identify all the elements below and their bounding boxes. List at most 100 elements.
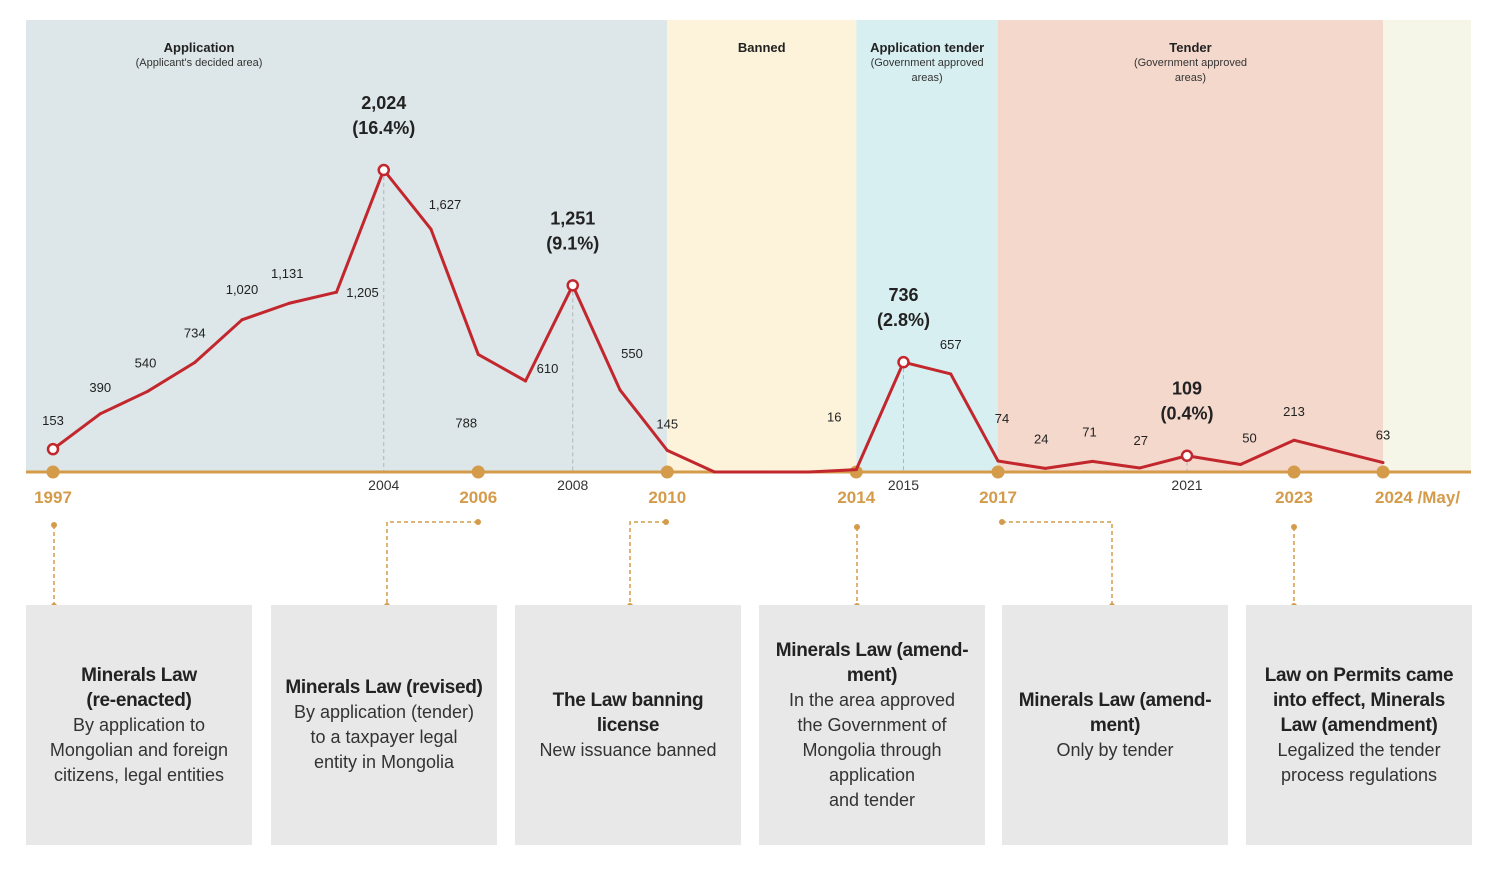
data-point — [1292, 438, 1296, 442]
law-event-description: process regulations — [1280, 764, 1438, 785]
event-connector-line — [629, 521, 666, 606]
axis-year-marker — [991, 465, 1005, 479]
data-point — [429, 227, 433, 231]
law-event-title: Law on Permits came — [1264, 664, 1454, 686]
connector-dot — [51, 522, 57, 528]
data-point-marker — [377, 163, 390, 177]
law-event-description: and tender — [828, 789, 916, 810]
band-current — [1383, 20, 1471, 472]
law-event-description: Only by tender — [1056, 739, 1174, 760]
data-point — [1091, 459, 1094, 463]
series-line-group — [46, 163, 1385, 474]
peak-value-label: 1,251 — [550, 208, 595, 228]
data-point-marker — [897, 355, 910, 369]
data-value-label: 1,627 — [429, 197, 462, 212]
peak-value-label: 736 — [888, 285, 918, 305]
data-value-label: 145 — [656, 416, 678, 431]
law-event-description: Mongolian and foreign — [49, 739, 229, 760]
data-point — [524, 379, 527, 383]
data-point — [146, 389, 149, 393]
band-application-tender — [856, 20, 998, 472]
band-application — [26, 20, 668, 472]
data-value-label: 16 — [827, 410, 841, 425]
law-event-description: citizens, legal entities — [53, 764, 225, 785]
data-value-label: 1,205 — [346, 285, 379, 300]
data-value-label: 657 — [940, 337, 962, 352]
law-event-description: By application (tender) — [293, 702, 475, 722]
data-point-marker — [566, 279, 579, 292]
data-point — [335, 290, 338, 294]
data-value-label: 540 — [135, 355, 157, 370]
tick-label-major: 2017 — [979, 488, 1017, 507]
tick-label-minor: 2015 — [888, 477, 919, 493]
data-point — [1381, 461, 1385, 465]
tick-label-major: 2010 — [648, 488, 686, 507]
law-event-title: license — [596, 714, 660, 736]
data-value-label: 153 — [42, 413, 64, 428]
law-event-title: The Law banning — [552, 689, 704, 711]
data-point — [98, 412, 102, 416]
band-title: Banned — [738, 40, 786, 55]
law-event-title: into effect, Minerals — [1272, 689, 1446, 711]
peak-value-label: 109 — [1172, 379, 1202, 399]
band-subtitle: areas) — [912, 72, 943, 84]
data-point — [996, 459, 1000, 463]
data-value-label: 610 — [537, 361, 559, 376]
data-point-marker — [46, 442, 60, 456]
law-event-description: Legalized the tender — [1277, 739, 1441, 760]
peak-value-label: 2,024 — [361, 93, 406, 113]
band-subtitle: (Government approved — [871, 57, 984, 69]
tick-label-major: 2006 — [459, 488, 497, 507]
connector-dot — [1291, 524, 1297, 530]
data-point — [240, 318, 244, 322]
tick-label-major: 1997 — [34, 488, 72, 507]
law-event-card: The Law banning license New issuance banne… — [515, 605, 741, 845]
data-value-label: 27 — [1134, 433, 1148, 448]
law-event-title: Minerals Law (revised) — [285, 677, 483, 698]
band-title: Application tender — [870, 40, 984, 55]
data-point — [193, 360, 197, 364]
axis-year-marker — [660, 465, 674, 479]
law-event-description: application — [828, 764, 916, 785]
law-event-title: Minerals Law (amend- — [1018, 689, 1212, 711]
law-event-description: In the area approved — [788, 689, 956, 710]
data-point — [713, 470, 716, 474]
connector-dot — [663, 519, 669, 525]
band-subtitle: (Applicant's decided area) — [136, 57, 263, 69]
tick-label-minor: 2008 — [557, 477, 588, 493]
data-point — [854, 468, 858, 472]
peak-share-label: (9.1%) — [546, 233, 599, 253]
event-connector-line — [386, 521, 478, 606]
law-event-title: Minerals Law — [81, 664, 197, 686]
data-value-label: 74 — [995, 411, 1009, 426]
data-value-label: 1,020 — [226, 282, 259, 297]
band-subtitle: areas) — [1175, 72, 1206, 84]
peak-share-label: (16.4%) — [352, 118, 415, 138]
law-event-card: Minerals Law (re-enacted) By application t… — [26, 605, 252, 845]
data-value-label: 71 — [1082, 424, 1096, 439]
data-point — [760, 470, 764, 474]
law-event-title: ment) — [1089, 714, 1141, 736]
data-point — [287, 301, 291, 305]
series-line — [52, 168, 1384, 474]
tick-label-minor: 2004 — [368, 477, 399, 493]
data-point — [1043, 466, 1047, 470]
law-event-title: Law (amendment) — [1280, 714, 1438, 736]
highlight-guides — [383, 176, 1188, 472]
data-point — [476, 352, 480, 356]
law-event-description: entity in Mongolia — [313, 752, 455, 772]
data-point — [1138, 466, 1142, 470]
law-event-card: Minerals Law (revised) By application (te… — [271, 605, 497, 845]
event-connector-line — [1002, 521, 1113, 606]
band-title: Tender — [1169, 40, 1211, 55]
law-event-description: Mongolia through — [802, 739, 942, 760]
law-event-description: to a taxpayer legal — [310, 727, 458, 747]
connector-dot — [999, 519, 1005, 525]
band-banned — [667, 20, 857, 472]
data-value-label: 734 — [184, 325, 206, 340]
axis-year-marker — [1376, 465, 1390, 479]
data-value-label: 63 — [1376, 428, 1390, 443]
band-title: Application — [164, 40, 235, 55]
peak-share-label: (2.8%) — [877, 310, 930, 330]
